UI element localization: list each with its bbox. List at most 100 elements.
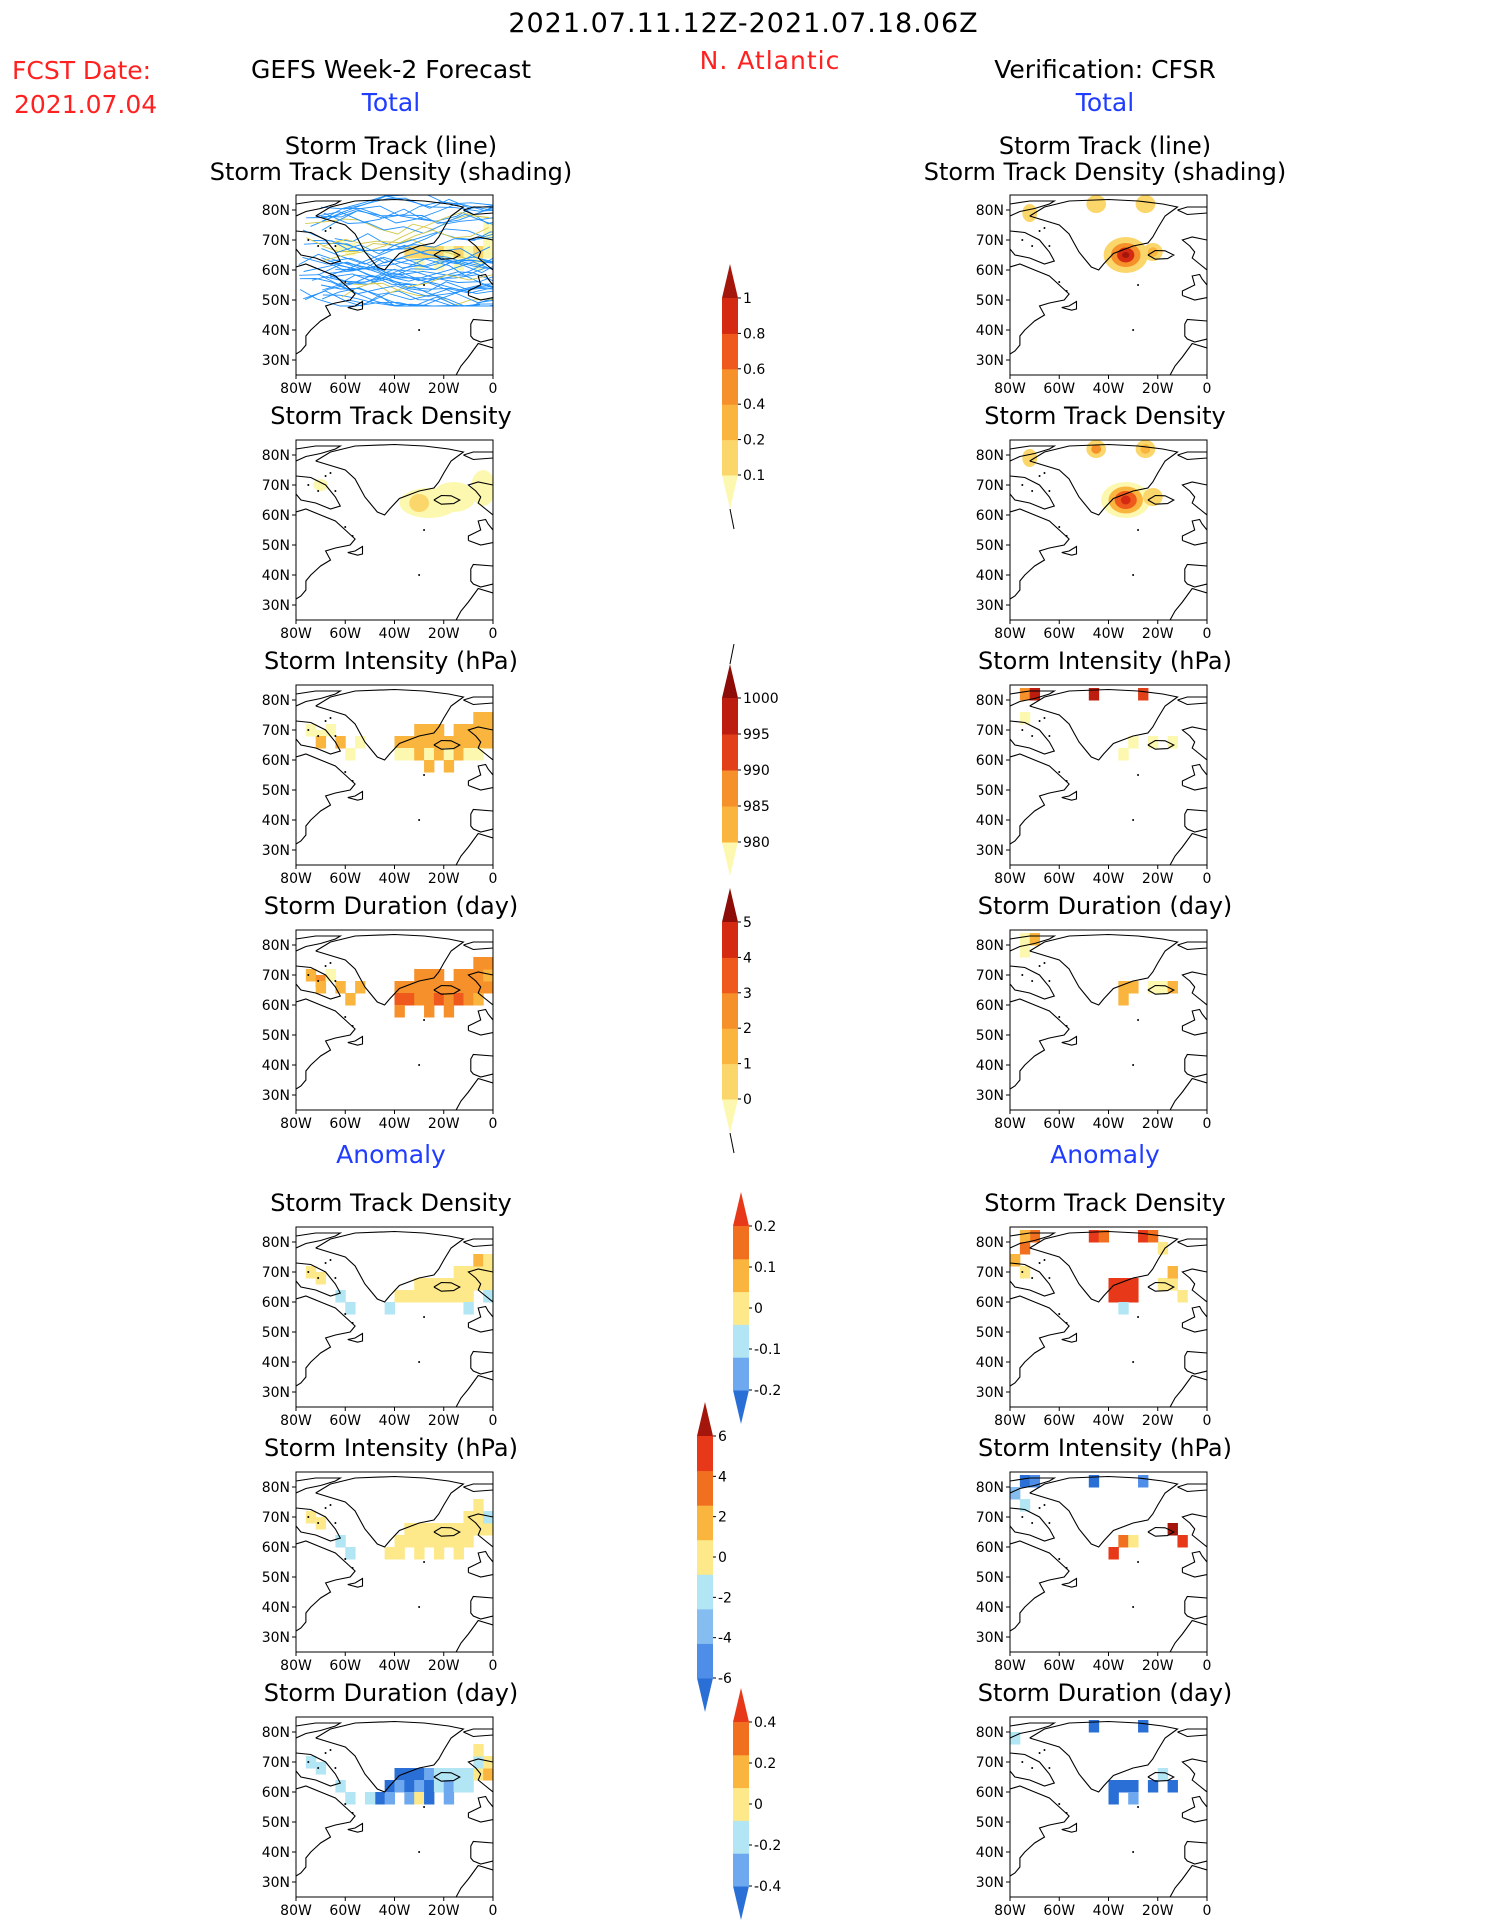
colorbar-tick-label: 985 xyxy=(743,799,770,815)
grid-cell xyxy=(1118,1535,1129,1548)
grid-cell xyxy=(374,1792,386,1805)
storm-track-line xyxy=(323,212,493,261)
lat-tick-label: 50N xyxy=(262,783,290,799)
grid-cell xyxy=(433,748,445,761)
lon-tick-label: 40W xyxy=(379,626,411,642)
grid-cell xyxy=(1088,1720,1100,1733)
grid-cell xyxy=(483,736,493,749)
coastline-baffin xyxy=(296,1507,342,1542)
grid-cell xyxy=(483,1278,493,1291)
grid-cell xyxy=(404,981,415,994)
colorbar-tick-label: 0.2 xyxy=(743,433,765,449)
lon-tick-label: 0 xyxy=(489,1116,498,1132)
grid-cell xyxy=(473,1744,484,1757)
island-dot xyxy=(317,1767,320,1769)
lon-tick-label: 40W xyxy=(1093,871,1125,887)
grid-cell xyxy=(1118,1290,1129,1303)
colorbar-tick-label: 2 xyxy=(718,1510,727,1526)
island-dot xyxy=(1038,230,1041,232)
grid-cell xyxy=(1019,1242,1031,1255)
coastline-africa xyxy=(1169,1619,1207,1652)
grid-cell xyxy=(433,1547,445,1560)
lat-tick-label: 70N xyxy=(262,1510,290,1526)
storm-track-line xyxy=(317,268,493,304)
lon-tick-label: 80W xyxy=(280,1413,312,1429)
lat-tick-label: 50N xyxy=(976,1028,1004,1044)
colorbar-segment xyxy=(722,806,738,843)
lon-tick-label: 0 xyxy=(1203,626,1212,642)
grid-cell xyxy=(1128,1290,1139,1303)
grid-cell xyxy=(394,1768,405,1781)
right-column-title: Verification: CFSR xyxy=(994,55,1216,84)
coastline-ellesmere xyxy=(296,1722,343,1739)
grid-cell xyxy=(424,969,435,982)
grid-cell xyxy=(315,1517,327,1530)
density-blob xyxy=(1086,195,1107,213)
island-dot xyxy=(307,974,310,976)
grid-cell xyxy=(463,1523,474,1536)
grid-cell xyxy=(424,246,435,259)
coastline-greenland xyxy=(1029,443,1179,516)
colorbar-segment xyxy=(697,1574,713,1610)
island-dot xyxy=(1058,281,1061,283)
grid-cell xyxy=(463,1780,474,1793)
grid-cell xyxy=(325,724,336,737)
colorbar-tick-label: -0.1 xyxy=(754,1342,781,1358)
grid-cell xyxy=(315,981,327,994)
island-dot xyxy=(1065,1322,1068,1324)
panel-title-gefs-anom-intensity: Storm Intensity (hPa) xyxy=(264,1434,518,1462)
coastline-iceland xyxy=(1147,494,1175,505)
grid-cell xyxy=(463,1278,474,1291)
coastline-labrador xyxy=(296,263,356,355)
map-frame xyxy=(295,684,494,866)
grid-cell xyxy=(453,736,464,749)
island-dot xyxy=(1021,1271,1024,1273)
lat-tick-label: 30N xyxy=(976,598,1004,614)
lat-tick-label: 40N xyxy=(262,1600,290,1616)
island-dot xyxy=(418,1851,421,1853)
coastline-greenland xyxy=(315,1230,465,1303)
coastline-norway xyxy=(467,726,493,761)
panel-title-gefs-density: Storm Track Density xyxy=(270,402,512,430)
map-gefs-density: 80N 70N 60N 50N 40N 30N 80W 60W 40W 20W 0 xyxy=(262,439,497,642)
grid-cell xyxy=(345,243,356,256)
coastline-svalbard xyxy=(1177,696,1207,706)
lat-tick-label: 40N xyxy=(262,323,290,339)
grid-cell xyxy=(483,1756,493,1769)
grid-cell xyxy=(414,1780,425,1793)
lon-tick-label: 60W xyxy=(1043,1903,1075,1919)
lat-tick-label: 50N xyxy=(976,783,1004,799)
colorbar-tick-label: 0 xyxy=(754,1301,763,1317)
colorbar-segment xyxy=(722,1028,738,1065)
island-dot xyxy=(1132,329,1135,331)
colorbar-segment xyxy=(733,1324,749,1358)
storm-track-line xyxy=(341,207,493,224)
coastline-iberia xyxy=(470,563,493,588)
lat-tick-label: 30N xyxy=(976,1630,1004,1646)
colorbar-segment xyxy=(722,404,738,441)
grid-cell xyxy=(1177,1535,1188,1548)
colorbar-segment xyxy=(722,734,738,771)
coastline-greenland xyxy=(315,1720,465,1793)
grid-cell xyxy=(394,1547,405,1560)
colorbar-segment xyxy=(733,1853,749,1887)
panel-title-cfsr-anom-duration: Storm Duration (day) xyxy=(977,1679,1233,1707)
coastline-ellesmere xyxy=(296,1477,343,1494)
grid-cell xyxy=(335,736,346,749)
lon-tick-label: 80W xyxy=(994,1658,1026,1674)
lat-tick-label: 30N xyxy=(976,1088,1004,1104)
lon-tick-label: 80W xyxy=(994,871,1026,887)
coastline-africa xyxy=(455,1619,493,1652)
island-dot xyxy=(1065,535,1068,537)
island-dot xyxy=(423,1561,426,1563)
coastline-norway xyxy=(1181,481,1207,516)
lat-tick-label: 30N xyxy=(976,843,1004,859)
lon-tick-label: 20W xyxy=(428,381,460,397)
coastline-africa xyxy=(455,587,493,620)
coastline-iceland xyxy=(1147,1771,1175,1782)
panel-title-gefs-track-1: Storm Track (line) xyxy=(284,132,498,160)
island-dot xyxy=(324,1752,327,1754)
island-dot xyxy=(418,819,421,821)
lon-tick-label: 20W xyxy=(428,626,460,642)
coastline-norway xyxy=(1181,236,1207,271)
